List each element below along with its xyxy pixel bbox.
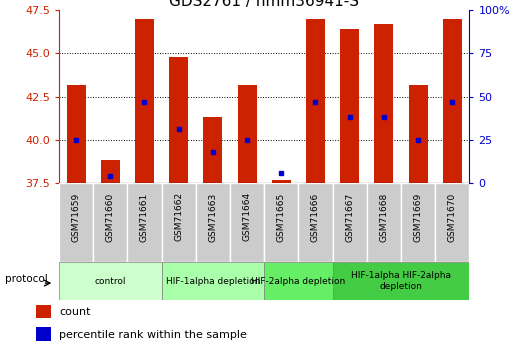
- Bar: [196, 183, 230, 262]
- Text: count: count: [59, 307, 90, 317]
- Text: GSM71667: GSM71667: [345, 193, 354, 242]
- Text: GSM71660: GSM71660: [106, 193, 115, 242]
- Bar: [135, 19, 154, 183]
- Text: GSM71668: GSM71668: [380, 193, 388, 242]
- Text: protocol: protocol: [5, 274, 48, 284]
- Text: control: control: [94, 277, 126, 286]
- Bar: [264, 183, 299, 262]
- Bar: [204, 117, 222, 183]
- Text: GSM71662: GSM71662: [174, 193, 183, 242]
- Bar: [67, 85, 86, 183]
- Text: percentile rank within the sample: percentile rank within the sample: [59, 330, 247, 340]
- Bar: [332, 183, 367, 262]
- Text: GSM71661: GSM71661: [140, 193, 149, 242]
- Bar: [59, 262, 162, 300]
- Text: HIF-1alpha depletion: HIF-1alpha depletion: [166, 277, 260, 286]
- Text: HIF-1alpha HIF-2alpha
depletion: HIF-1alpha HIF-2alpha depletion: [351, 272, 451, 291]
- Text: HIF-2alpha depletion: HIF-2alpha depletion: [251, 277, 346, 286]
- Bar: [230, 183, 264, 262]
- Bar: [340, 29, 359, 183]
- Bar: [409, 85, 427, 183]
- Bar: [127, 183, 162, 262]
- Bar: [36, 305, 51, 318]
- Text: GSM71663: GSM71663: [208, 193, 218, 242]
- Bar: [443, 19, 462, 183]
- Bar: [306, 19, 325, 183]
- Bar: [36, 327, 51, 341]
- Bar: [162, 262, 264, 300]
- Bar: [435, 183, 469, 262]
- Bar: [101, 160, 120, 183]
- Bar: [93, 183, 127, 262]
- Bar: [264, 262, 332, 300]
- Bar: [272, 180, 291, 183]
- Bar: [299, 183, 332, 262]
- Text: GSM71664: GSM71664: [243, 193, 251, 242]
- Text: GSM71669: GSM71669: [413, 193, 423, 242]
- Bar: [374, 24, 393, 183]
- Bar: [59, 183, 93, 262]
- Text: GSM71665: GSM71665: [277, 193, 286, 242]
- Text: GSM71659: GSM71659: [72, 193, 81, 242]
- Text: GSM71666: GSM71666: [311, 193, 320, 242]
- Title: GDS2761 / hmm36941-S: GDS2761 / hmm36941-S: [169, 0, 359, 9]
- Bar: [162, 183, 196, 262]
- Bar: [401, 183, 435, 262]
- Bar: [238, 85, 256, 183]
- Bar: [332, 262, 469, 300]
- Bar: [367, 183, 401, 262]
- Text: GSM71670: GSM71670: [448, 193, 457, 242]
- Bar: [169, 57, 188, 183]
